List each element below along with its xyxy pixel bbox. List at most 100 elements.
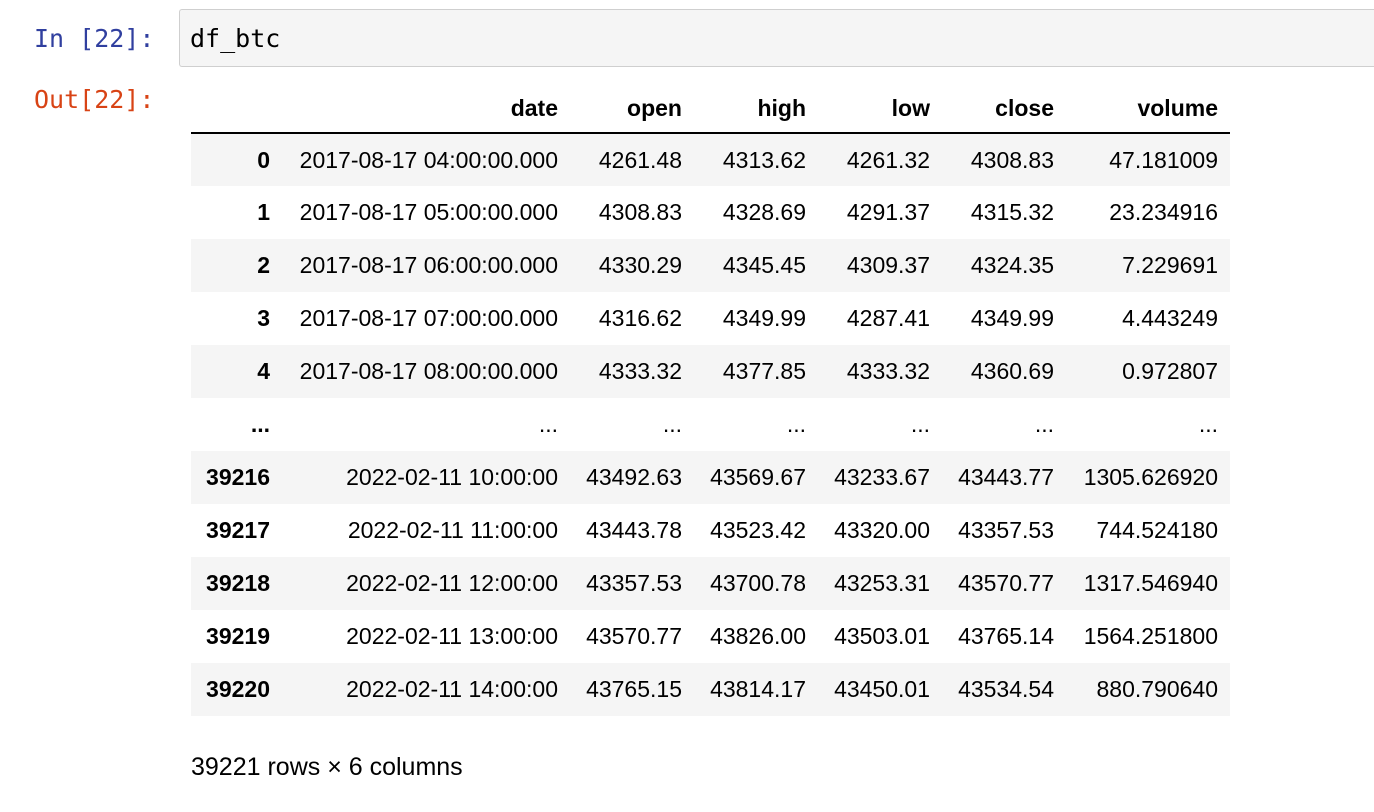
table-cell: 4324.35 bbox=[970, 252, 1054, 278]
column-header: low bbox=[818, 84, 942, 134]
table-cell: 43450.01 bbox=[834, 676, 930, 702]
table-row: 0 2017-08-17 04:00:00.000 4261.48 4313.62 42… bbox=[191, 133, 1230, 186]
row-index: 39219 bbox=[206, 623, 270, 649]
table-cell: 4291.37 bbox=[846, 199, 930, 225]
table-cell: 2022-02-11 11:00:00 bbox=[347, 517, 558, 543]
table-cell: 880.790640 bbox=[1096, 676, 1218, 702]
table-cell: 43765.15 bbox=[586, 676, 682, 702]
table-cell: 4316.62 bbox=[598, 305, 682, 331]
table-cell: ... bbox=[538, 411, 558, 437]
table-cell: 4377.85 bbox=[722, 358, 806, 384]
table-cell: 4261.32 bbox=[846, 146, 930, 173]
table-cell: 43523.42 bbox=[710, 517, 806, 543]
table-cell: 4333.32 bbox=[846, 358, 930, 384]
column-header: open bbox=[570, 84, 694, 134]
dataframe-table: date open high low close volume 0 2017-08-17 0… bbox=[191, 84, 1230, 716]
table-cell: 43700.78 bbox=[710, 570, 806, 596]
table-cell: 4345.45 bbox=[722, 252, 806, 278]
table-row: 4 2017-08-17 08:00:00.000 4333.32 4377.85 43… bbox=[191, 345, 1230, 398]
table-cell: 4308.83 bbox=[598, 199, 682, 225]
row-index: 39218 bbox=[206, 570, 270, 596]
table-cell: 43569.67 bbox=[710, 464, 806, 490]
table-cell: 43570.77 bbox=[958, 570, 1054, 596]
table-cell: 4313.62 bbox=[722, 146, 806, 173]
column-header: high bbox=[694, 84, 818, 134]
table-cell: 744.524180 bbox=[1096, 517, 1218, 543]
table-cell: 47.181009 bbox=[1109, 146, 1218, 173]
row-index: ... bbox=[250, 411, 270, 437]
table-cell: 43320.00 bbox=[834, 517, 930, 543]
table-row: 1 2017-08-17 05:00:00.000 4308.83 4328.69 42… bbox=[191, 186, 1230, 239]
table-row: 39216 2022-02-11 10:00:00 43492.63 43569.67… bbox=[191, 451, 1230, 504]
table-cell: 2017-08-17 07:00:00.000 bbox=[299, 305, 558, 331]
table-cell: 4315.32 bbox=[970, 199, 1054, 225]
table-row: 39217 2022-02-11 11:00:00 43443.78 43523.42… bbox=[191, 504, 1230, 557]
code-text[interactable]: df_btc bbox=[190, 24, 281, 53]
table-cell: 1564.251800 bbox=[1083, 623, 1218, 649]
table-cell: 4308.83 bbox=[970, 146, 1054, 173]
table-cell: 2017-08-17 04:00:00.000 bbox=[299, 146, 558, 173]
table-cell: 2017-08-17 08:00:00.000 bbox=[299, 358, 558, 384]
table-cell: 4328.69 bbox=[722, 199, 806, 225]
row-index: 0 bbox=[257, 146, 270, 173]
table-cell: 4349.99 bbox=[970, 305, 1054, 331]
table-cell: 2022-02-11 12:00:00 bbox=[346, 570, 558, 596]
table-cell: 43492.63 bbox=[586, 464, 682, 490]
table-row: ..................... bbox=[191, 398, 1230, 451]
table-cell: ... bbox=[910, 411, 930, 437]
table-cell: ... bbox=[1034, 411, 1054, 437]
table-cell: 7.229691 bbox=[1122, 252, 1218, 278]
table-cell: ... bbox=[662, 411, 682, 437]
table-cell: 43443.78 bbox=[586, 517, 682, 543]
table-cell: 23.234916 bbox=[1109, 199, 1218, 225]
table-cell: 43233.67 bbox=[834, 464, 930, 490]
table-cell: 43814.17 bbox=[710, 676, 806, 702]
table-row: 2 2017-08-17 06:00:00.000 4330.29 4345.45 43… bbox=[191, 239, 1230, 292]
row-index: 39220 bbox=[206, 676, 270, 702]
table-header: date open high low close volume bbox=[191, 84, 1230, 134]
table-cell: 4309.37 bbox=[846, 252, 930, 278]
table-cell: 4333.32 bbox=[598, 358, 682, 384]
dataframe-shape-summary: 39221 rows × 6 columns bbox=[191, 753, 463, 781]
row-index: 4 bbox=[257, 358, 270, 384]
table-row: 39218 2022-02-11 12:00:00 43357.53 43700.78… bbox=[191, 557, 1230, 610]
column-header: date bbox=[282, 84, 570, 134]
table-cell: 43357.53 bbox=[958, 517, 1054, 543]
table-cell: 43534.54 bbox=[958, 676, 1054, 702]
table-cell: 43443.77 bbox=[958, 464, 1054, 490]
table-row: 3 2017-08-17 07:00:00.000 4316.62 4349.99 42… bbox=[191, 292, 1230, 345]
table-cell: 43357.53 bbox=[586, 570, 682, 596]
table-cell: 1317.546940 bbox=[1083, 570, 1218, 596]
table-cell: 2022-02-11 10:00:00 bbox=[346, 464, 558, 490]
row-index: 2 bbox=[257, 252, 270, 278]
table-row: 39220 2022-02-11 14:00:00 43765.15 43814.17… bbox=[191, 663, 1230, 716]
table-cell: 2017-08-17 06:00:00.000 bbox=[299, 252, 558, 278]
table-cell: 4.443249 bbox=[1122, 305, 1218, 331]
table-cell: 1305.626920 bbox=[1083, 464, 1218, 490]
row-index: 39216 bbox=[206, 464, 270, 490]
index-header bbox=[191, 84, 282, 134]
table-cell: ... bbox=[1198, 411, 1218, 437]
table-cell: 43765.14 bbox=[958, 623, 1054, 649]
table-cell: 4360.69 bbox=[970, 358, 1054, 384]
table-cell: 43253.31 bbox=[834, 570, 930, 596]
input-prompt: In [22]: bbox=[34, 24, 155, 53]
table-cell: 0.972807 bbox=[1122, 358, 1218, 384]
code-input-cell[interactable]: df_btc bbox=[179, 9, 1374, 67]
table-cell: 43503.01 bbox=[834, 623, 930, 649]
table-cell: 2022-02-11 13:00:00 bbox=[346, 623, 558, 649]
table-row: 39219 2022-02-11 13:00:00 43570.77 43826.00… bbox=[191, 610, 1230, 663]
table-cell: 43826.00 bbox=[710, 623, 806, 649]
row-index: 39217 bbox=[206, 517, 270, 543]
output-prompt: Out[22]: bbox=[34, 85, 155, 114]
table-cell: 4330.29 bbox=[598, 252, 682, 278]
table-cell: 4349.99 bbox=[722, 305, 806, 331]
table-cell: 4261.48 bbox=[598, 146, 682, 173]
row-index: 1 bbox=[257, 199, 270, 225]
header-row: date open high low close volume bbox=[191, 84, 1230, 134]
table-cell: 2022-02-11 14:00:00 bbox=[346, 676, 558, 702]
table-cell: ... bbox=[786, 411, 806, 437]
column-header: close bbox=[942, 84, 1066, 134]
table-cell: 2017-08-17 05:00:00.000 bbox=[299, 199, 558, 225]
table-body: 0 2017-08-17 04:00:00.000 4261.48 4313.62 42… bbox=[191, 133, 1230, 716]
